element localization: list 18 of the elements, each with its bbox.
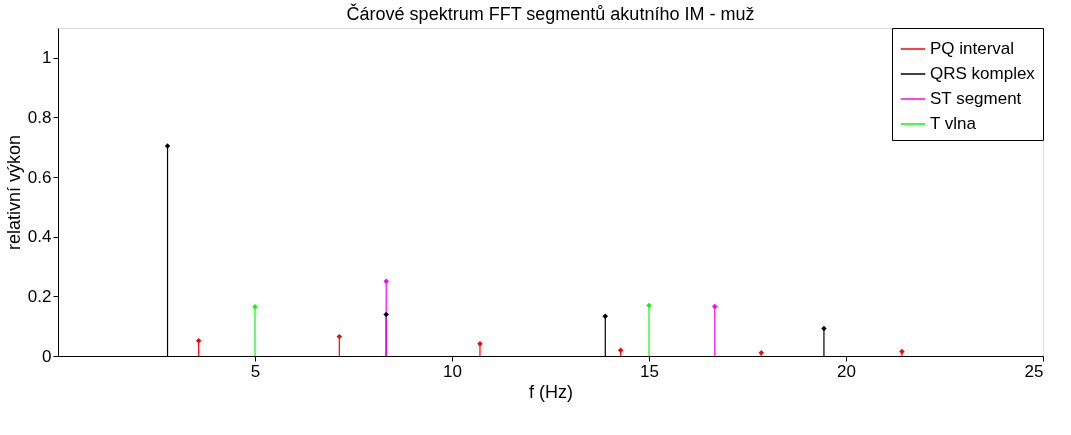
legend-label: T vlna (930, 114, 977, 133)
chart-title: Čárové spektrum FFT segmentů akutního IM - muž (346, 2, 755, 24)
x-tick-label: 15 (640, 361, 659, 381)
x-tick-label: 20 (837, 361, 856, 381)
legend-label: PQ interval (930, 39, 1015, 58)
y-tick-label: 0 (42, 346, 52, 366)
y-tick-label: 0.2 (27, 286, 52, 306)
legend-label: ST segment (930, 89, 1022, 108)
x-tick-label: 5 (250, 361, 261, 381)
x-axis-title: f (Hz) (529, 381, 573, 402)
y-tick-label: 1 (42, 48, 52, 68)
legend-label: QRS komplex (930, 64, 1036, 83)
y-axis-title: relativní výkon (3, 134, 24, 251)
y-tick-label: 0.6 (27, 167, 52, 187)
x-tick-label: 10 (443, 361, 462, 381)
x-tick-label: 25 (1024, 361, 1044, 381)
y-tick-label: 0.4 (27, 227, 52, 247)
y-tick-label: 0.8 (27, 107, 52, 127)
